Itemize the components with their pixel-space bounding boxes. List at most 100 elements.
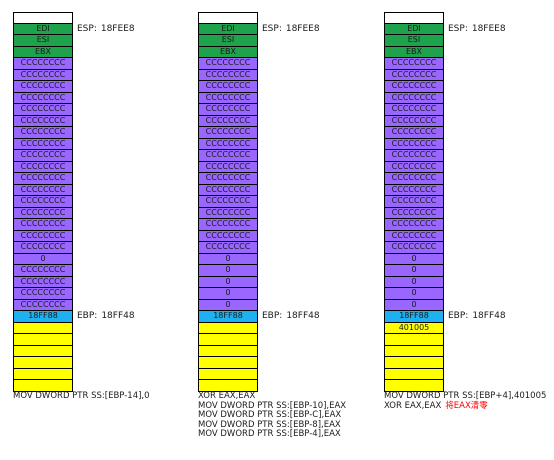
code-text: MOV DWORD PTR SS:[EBP+4],401005	[384, 391, 547, 401]
stack-cell	[198, 334, 258, 346]
stack-cell: CCCCCCCC	[384, 207, 444, 219]
stack-cell: 401005	[384, 322, 444, 334]
stack-cell: 0	[13, 253, 73, 265]
stack-cell: 18FF88	[13, 311, 73, 323]
ebp-value: 18FF48	[101, 311, 135, 321]
stack-cell	[13, 368, 73, 380]
code-line: MOV DWORD PTR SS:[EBP-4],EAX	[198, 430, 346, 440]
stack-cell	[384, 368, 444, 380]
stack-cell: CCCCCCCC	[198, 184, 258, 196]
stack-cell	[13, 345, 73, 357]
stack-cell: CCCCCCCC	[13, 242, 73, 254]
ebp-label: EBP: 18FF48	[448, 311, 506, 322]
stack-cell: CCCCCCCC	[384, 230, 444, 242]
stack-cell: CCCCCCCC	[13, 161, 73, 173]
esp-label: ESP: 18FEE8	[448, 24, 506, 35]
stack-cell: CCCCCCCC	[13, 184, 73, 196]
ebp-value: 18FF48	[286, 311, 320, 321]
stack-cell: CCCCCCCC	[13, 288, 73, 300]
stack-cell	[13, 12, 73, 24]
ebp-register: EBP:	[77, 311, 98, 321]
esp-label: ESP: 18FEE8	[77, 24, 135, 35]
stack-cell: CCCCCCCC	[384, 115, 444, 127]
stack-cell: CCCCCCCC	[198, 230, 258, 242]
stack-cell: EDI	[384, 23, 444, 35]
stack-cell: EBX	[384, 46, 444, 58]
stack-cell: EDI	[198, 23, 258, 35]
code-line: XOR EAX,EAX 将EAX清零	[384, 400, 546, 412]
stack-cell: CCCCCCCC	[384, 219, 444, 231]
stack-cell: CCCCCCCC	[198, 161, 258, 173]
stack-cell: ESI	[13, 35, 73, 47]
stack-cell: CCCCCCCC	[198, 242, 258, 254]
stack-cell: CCCCCCCC	[198, 219, 258, 231]
stack-cell: CCCCCCCC	[13, 196, 73, 208]
esp-value: 18FEE8	[285, 23, 320, 34]
stack-cell: CCCCCCCC	[13, 69, 73, 81]
stack-cell: EDI	[13, 23, 73, 35]
stack-cell	[384, 380, 444, 392]
assembly-code: MOV DWORD PTR SS:[EBP-14],0	[13, 391, 150, 402]
stack-cell: 0	[384, 253, 444, 265]
stack-cell	[198, 345, 258, 357]
stack-cell	[384, 334, 444, 346]
code-text: XOR EAX,EAX	[198, 391, 256, 401]
esp-label: ESP: 18FEE8	[262, 24, 320, 35]
stack-cell: CCCCCCCC	[198, 92, 258, 104]
code-line: XOR EAX,EAX	[198, 391, 346, 402]
stack-cell	[13, 357, 73, 369]
stack-cell: CCCCCCCC	[384, 161, 444, 173]
stack-cell	[384, 345, 444, 357]
assembly-code: MOV DWORD PTR SS:[EBP+4],401005 XOR EAX,E…	[384, 391, 547, 412]
stack-cell	[384, 357, 444, 369]
code-text: XOR EAX,EAX	[384, 400, 442, 411]
code-text: MOV DWORD PTR SS:[EBP-8],EAX	[198, 419, 341, 430]
stack-cell: CCCCCCCC	[384, 58, 444, 70]
esp-register: ESP:	[448, 23, 468, 34]
stack-cell: CCCCCCCC	[13, 276, 73, 288]
stack-cell: 0	[384, 276, 444, 288]
code-line: MOV DWORD PTR SS:[EBP-C],EAX	[198, 410, 346, 421]
code-line: MOV DWORD PTR SS:[EBP-8],EAX	[198, 419, 346, 431]
stack-cell: 18FF88	[198, 311, 258, 323]
stack-cell	[198, 380, 258, 392]
stack-cell: CCCCCCCC	[13, 115, 73, 127]
stack-cell: 0	[384, 288, 444, 300]
stack-cell: CCCCCCCC	[384, 127, 444, 139]
stack-cell: CCCCCCCC	[198, 127, 258, 139]
ebp-register: EBP:	[448, 311, 469, 321]
stack-cell: CCCCCCCC	[384, 92, 444, 104]
stack-cell: 0	[198, 299, 258, 311]
stack-cell: CCCCCCCC	[384, 69, 444, 81]
stack-cell: CCCCCCCC	[198, 207, 258, 219]
code-text: MOV DWORD PTR SS:[EBP-14],0	[13, 391, 150, 401]
stack-cell: 0	[198, 265, 258, 277]
stack-cell: CCCCCCCC	[384, 138, 444, 150]
stack-cell: 0	[384, 265, 444, 277]
stack-cell: CCCCCCCC	[13, 299, 73, 311]
esp-value: 18FEE8	[100, 23, 135, 34]
stack-cell: CCCCCCCC	[384, 242, 444, 254]
stack-cell: CCCCCCCC	[384, 196, 444, 208]
code-text: MOV DWORD PTR SS:[EBP-10],EAX	[198, 400, 347, 411]
stack-cell: CCCCCCCC	[13, 265, 73, 277]
code-text: MOV DWORD PTR SS:[EBP-C],EAX	[198, 410, 342, 421]
stack-cell: EBX	[13, 46, 73, 58]
esp-value: 18FEE8	[471, 23, 506, 34]
stack-cell: CCCCCCCC	[198, 150, 258, 162]
stack-cell: CCCCCCCC	[384, 150, 444, 162]
stack-cell: CCCCCCCC	[384, 81, 444, 93]
stack-cell: CCCCCCCC	[198, 196, 258, 208]
stack-cell: CCCCCCCC	[384, 184, 444, 196]
stack-cell: CCCCCCCC	[384, 104, 444, 116]
stack-cell: CCCCCCCC	[13, 173, 73, 185]
stack-cell: CCCCCCCC	[13, 150, 73, 162]
stack-cell: CCCCCCCC	[13, 92, 73, 104]
stack-cell: CCCCCCCC	[198, 69, 258, 81]
stack-column: EDI ESI EBX CCCCCCCC CCCCCCCC CCCCCCCC CCCCCCC…	[13, 12, 73, 392]
stack-cell: CCCCCCCC	[13, 230, 73, 242]
stack-column: EDI ESI EBX CCCCCCCC CCCCCCCC CCCCCCCC CCCCCCC…	[384, 12, 444, 392]
assembly-code: XOR EAX,EAX MOV DWORD PTR SS:[EBP-10],EAX…	[198, 391, 347, 440]
stack-cell: ESI	[384, 35, 444, 47]
code-line: MOV DWORD PTR SS:[EBP+4],401005	[384, 391, 547, 402]
